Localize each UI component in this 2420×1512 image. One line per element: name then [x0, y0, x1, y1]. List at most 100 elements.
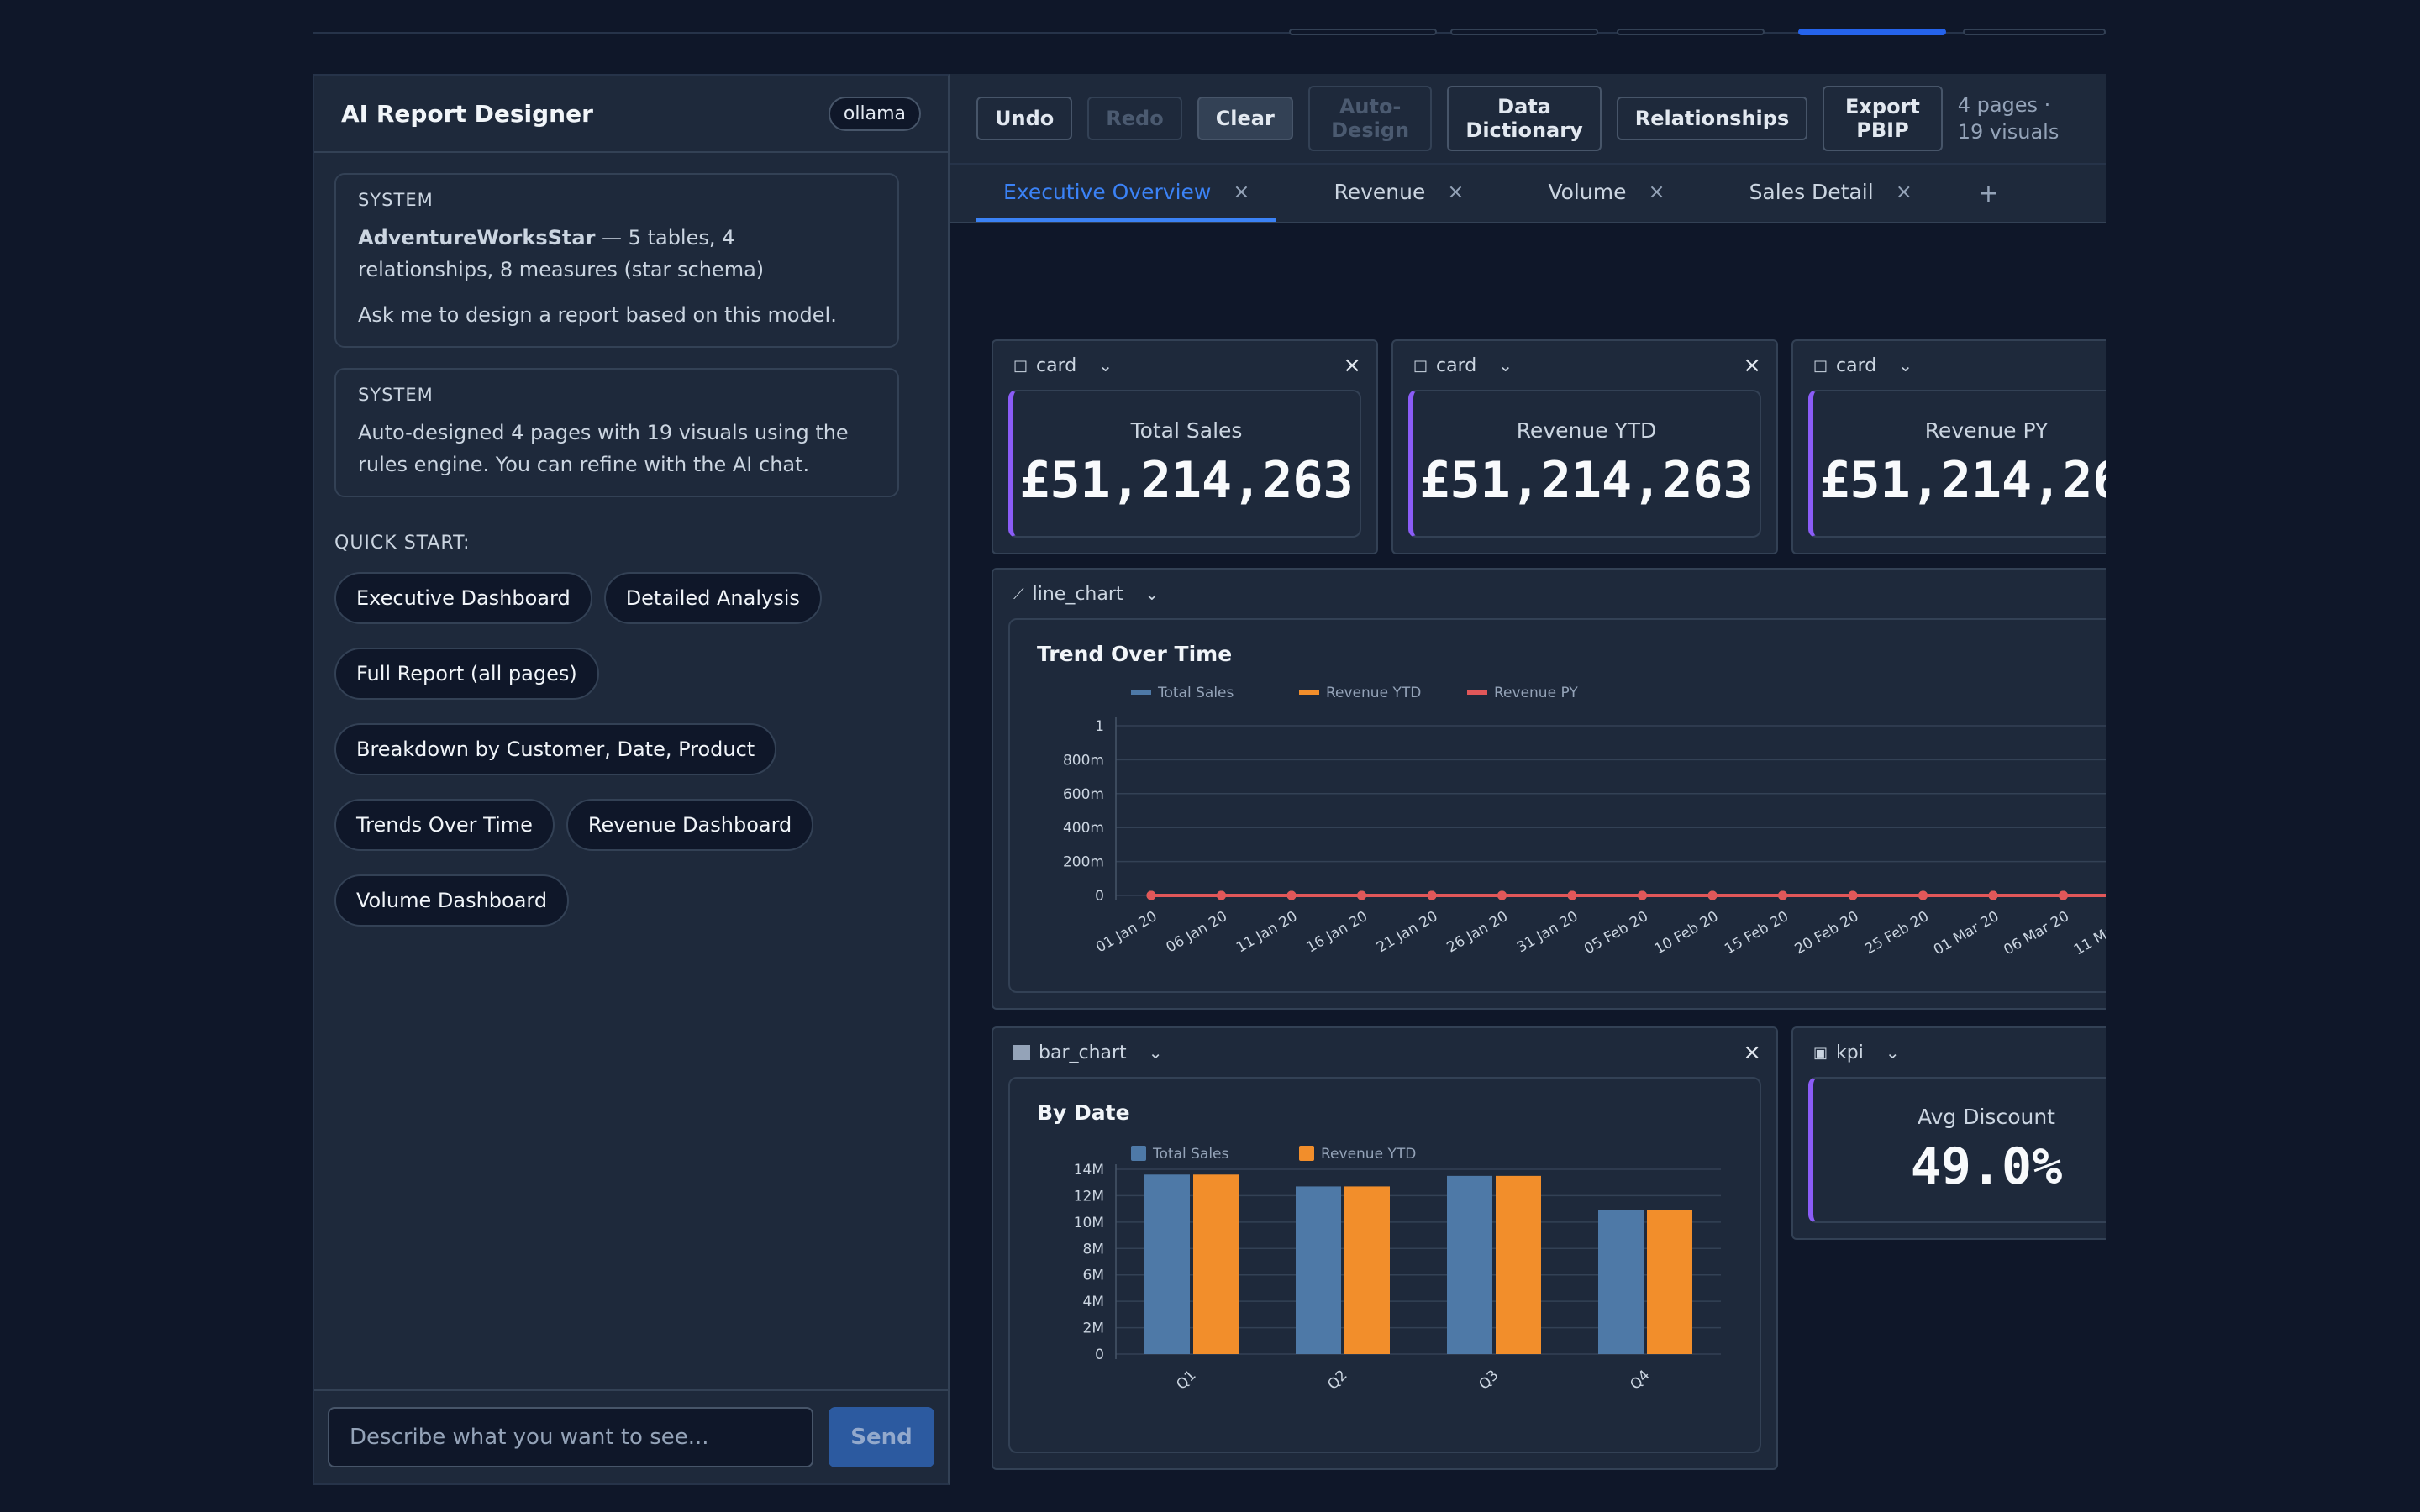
tab-sales-detail[interactable]: Sales Detail ×	[1723, 165, 1939, 222]
bar	[1296, 1186, 1341, 1354]
bar-chart-visual[interactable]: bar_chart ⌄ × By Date Total Sales Revenue…	[992, 1026, 1778, 1470]
export-pbip-button[interactable]: Export PBIP	[1823, 86, 1943, 151]
visual-type: card	[1836, 354, 1877, 376]
top-button-stub[interactable]	[1617, 29, 1765, 35]
kpi-body: Avg Discount 49.0%	[1808, 1077, 2106, 1223]
data-point	[1707, 890, 1718, 900]
x-tick-label: 25 Feb 20	[1862, 908, 1932, 958]
legend-swatch	[1299, 1146, 1314, 1161]
tab-revenue[interactable]: Revenue ×	[1307, 165, 1491, 222]
data-point	[1988, 890, 1998, 900]
tab-volume[interactable]: Volume ×	[1521, 165, 1691, 222]
close-icon[interactable]: ×	[1743, 353, 1761, 378]
quick-start-chip[interactable]: Trends Over Time	[334, 799, 555, 851]
send-button[interactable]: Send	[829, 1407, 934, 1467]
legend-label: Total Sales	[1157, 685, 1234, 701]
x-tick-label: 11 Jan 20	[1234, 908, 1301, 956]
line-chart-visual[interactable]: ⟋ line_chart ⌄ Trend Over Time Total Sal…	[992, 568, 2106, 1010]
y-tick-label: 0	[1095, 888, 1104, 905]
clear-button[interactable]: Clear	[1197, 97, 1293, 140]
message-prompt: Ask me to design a report based on this …	[358, 303, 837, 327]
bar	[1344, 1186, 1390, 1354]
chevron-down-icon[interactable]: ⌄	[1498, 355, 1512, 375]
chat-composer: Describe what you want to see... Send	[314, 1389, 948, 1483]
x-tick-label: 26 Jan 20	[1444, 908, 1511, 956]
card-visual[interactable]: □ card ⌄ × Revenue YTD £51,214,263	[1392, 339, 1778, 554]
quick-start-chip[interactable]: Full Report (all pages)	[334, 648, 599, 700]
bar-chart: Total Sales Revenue YTD 0 2M 4M 6M 8M 10M 12M 14M…	[1074, 1146, 1721, 1394]
square-icon: □	[1813, 356, 1828, 375]
close-icon[interactable]: ×	[1743, 1040, 1761, 1065]
redo-button[interactable]: Redo	[1087, 97, 1182, 140]
x-tick-label: 06 Mar 20	[2001, 908, 2072, 958]
x-tick-label: Q1	[1173, 1367, 1199, 1393]
close-icon[interactable]: ×	[1648, 180, 1665, 203]
top-button-stub[interactable]	[1289, 29, 1437, 35]
tab-label: Volume	[1548, 179, 1627, 204]
close-icon[interactable]: ×	[1343, 353, 1361, 378]
y-tick-label: 0	[1095, 1347, 1104, 1363]
quick-start-chip[interactable]: Breakdown by Customer, Date, Product	[334, 723, 777, 775]
legend-label: Total Sales	[1152, 1146, 1228, 1163]
kpi-visual[interactable]: ▣ kpi ⌄ Avg Discount 49.0%	[1791, 1026, 2106, 1240]
tab-executive-overview[interactable]: Executive Overview ×	[976, 165, 1277, 222]
bar	[1647, 1210, 1692, 1354]
x-tick-label: 15 Feb 20	[1722, 908, 1791, 958]
x-tick-label: 11 Mar 20	[2071, 908, 2106, 958]
close-icon[interactable]: ×	[1895, 180, 1912, 203]
data-point	[1567, 890, 1577, 900]
card-visual[interactable]: □ card ⌄ × Total Sales £51,214,263	[992, 339, 1378, 554]
card-label: Total Sales	[1130, 417, 1243, 443]
kpi-label: Avg Discount	[1917, 1104, 2055, 1129]
x-tick-label: Q3	[1476, 1367, 1502, 1393]
message-role: SYSTEM	[358, 385, 434, 405]
tab-label: Executive Overview	[1003, 179, 1212, 204]
top-button-stub[interactable]	[1963, 29, 2106, 35]
visual-header: ▣ kpi ⌄	[1793, 1028, 2106, 1077]
data-point	[1286, 890, 1297, 900]
undo-button[interactable]: Undo	[976, 97, 1073, 140]
card-body: Revenue PY £51,214,263	[1808, 390, 2106, 538]
legend-label: Revenue YTD	[1321, 1146, 1416, 1163]
card-visual[interactable]: □ card ⌄ × Revenue PY £51,214,263	[1791, 339, 2106, 554]
y-tick-label: 8M	[1083, 1241, 1104, 1257]
relationships-button[interactable]: Relationships	[1616, 97, 1808, 140]
bar	[1193, 1174, 1239, 1354]
message-role: SYSTEM	[358, 190, 434, 210]
chevron-down-icon[interactable]: ⌄	[1148, 1042, 1163, 1063]
visual-header: bar_chart ⌄ ×	[993, 1028, 1776, 1077]
system-message: SYSTEM Auto-designed 4 pages with 19 vis…	[334, 368, 899, 497]
quick-start-chip[interactable]: Detailed Analysis	[603, 572, 822, 624]
visual-type: card	[1436, 354, 1477, 376]
add-page-button[interactable]: +	[1977, 178, 1999, 208]
legend-label: Revenue YTD	[1326, 685, 1421, 701]
data-point	[1357, 890, 1366, 900]
page-tabs: Executive Overview × Revenue × Volume × …	[950, 165, 2106, 223]
visual-type: line_chart	[1032, 583, 1123, 605]
top-primary-button-stub[interactable]	[1798, 29, 1946, 35]
card-label: Revenue YTD	[1516, 417, 1657, 443]
close-icon[interactable]: ×	[1233, 180, 1250, 203]
legend-swatch	[1299, 690, 1319, 695]
chevron-down-icon[interactable]: ⌄	[1144, 584, 1160, 604]
quick-start-chip[interactable]: Volume Dashboard	[334, 874, 570, 927]
message-text: Auto-designed 4 pages with 19 visuals us…	[358, 421, 849, 476]
quick-start-chips: Executive Dashboard Detailed Analysis Fu…	[334, 572, 923, 927]
y-tick-label: 12M	[1074, 1188, 1104, 1205]
top-button-stub[interactable]	[1450, 29, 1598, 35]
quick-start-chip[interactable]: Executive Dashboard	[334, 572, 592, 624]
message-text: AdventureWorksStar — 5 tables, 4 relatio…	[358, 222, 876, 286]
visual-header: □ card ⌄ ×	[1793, 341, 2106, 390]
chevron-down-icon[interactable]: ⌄	[1885, 1042, 1900, 1063]
chat-input[interactable]: Describe what you want to see...	[328, 1407, 813, 1467]
data-point	[1778, 890, 1787, 900]
auto-design-button[interactable]: Auto-Design	[1307, 86, 1433, 151]
x-tick-label: 21 Jan 20	[1374, 908, 1441, 956]
quick-start-chip[interactable]: Revenue Dashboard	[566, 799, 814, 851]
close-icon[interactable]: ×	[1447, 180, 1465, 203]
chevron-down-icon[interactable]: ⌄	[1898, 355, 1912, 375]
y-tick-label: 600m	[1063, 786, 1104, 803]
chart-body: Trend Over Time Total Sales Revenue YTD Re…	[1008, 618, 2106, 993]
chevron-down-icon[interactable]: ⌄	[1098, 355, 1113, 375]
data-dictionary-button[interactable]: Data Dictionary	[1447, 86, 1602, 151]
